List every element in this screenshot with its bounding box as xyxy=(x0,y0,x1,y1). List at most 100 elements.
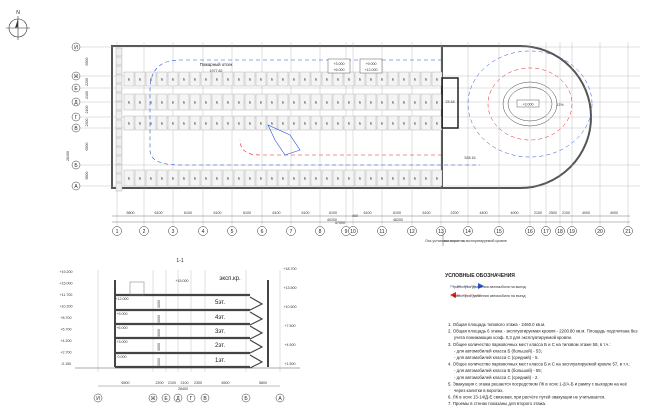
parking-stall xyxy=(189,169,201,187)
parking-stall xyxy=(145,169,157,187)
axis-marker xyxy=(286,226,296,236)
level-mark: +12.000 xyxy=(364,68,377,72)
stall-class: Б xyxy=(370,122,373,126)
parking-stall xyxy=(409,93,421,111)
stall-class: Б xyxy=(260,177,263,181)
axis-marker xyxy=(463,226,473,236)
level-mark: +6.000 xyxy=(333,68,344,72)
dim-value: 2100 xyxy=(85,106,89,114)
stall-class: Б xyxy=(260,78,263,82)
dim-value: 6100 xyxy=(214,211,222,215)
stall-class: Б xyxy=(172,177,175,181)
stall-class: Б xyxy=(337,122,340,126)
parking-stall xyxy=(299,93,311,111)
axis-label: 9 xyxy=(345,229,348,235)
parking-stall xyxy=(321,169,333,187)
stall-class: Б xyxy=(414,78,417,82)
parking-stall xyxy=(398,115,410,131)
parking-stall xyxy=(167,71,179,87)
stall-class: Б xyxy=(326,177,329,181)
parking-stall xyxy=(354,115,366,131)
stall-class: Б xyxy=(161,177,164,181)
stall-class: Б xyxy=(425,122,428,126)
stall-class: Б xyxy=(128,78,131,82)
stall-class: Б xyxy=(271,122,274,126)
axis-label: Ж xyxy=(151,396,156,402)
parking-stall xyxy=(310,71,322,87)
parking-stall xyxy=(115,173,123,183)
parking-stall xyxy=(134,93,146,111)
axis-label: А xyxy=(74,184,78,190)
stall-class: Б xyxy=(194,177,197,181)
parking-stall xyxy=(266,93,278,111)
axis-marker xyxy=(71,112,81,122)
parking-stall xyxy=(387,93,399,111)
axis-marker xyxy=(71,123,81,133)
parking-stall xyxy=(145,93,157,111)
legend-title: УСЛОВНЫЕ ОБОЗНАЧЕНИЯ xyxy=(445,273,515,279)
stall-class: Б xyxy=(150,177,153,181)
note-line: 7. Проемы в стенах показаны для второго … xyxy=(448,401,546,406)
parking-stall xyxy=(115,119,123,129)
axis-label: 19 xyxy=(569,229,575,235)
axis-label: 8 xyxy=(319,229,322,235)
axis-label: 6 xyxy=(261,229,264,235)
parking-stall xyxy=(409,115,421,131)
room-area: 528.16 xyxy=(465,156,476,160)
parking-stall xyxy=(332,93,344,111)
parking-stall xyxy=(233,71,245,87)
stall-class: Б xyxy=(293,78,296,82)
axis-marker xyxy=(348,226,358,236)
level-mark: +11.700 xyxy=(60,293,73,297)
parking-stall xyxy=(321,71,333,87)
parking-stall xyxy=(420,71,432,87)
dim-value: 5800 xyxy=(85,172,89,180)
stall-class: Б xyxy=(249,101,252,105)
note-line: 4. Общее количество парковочных мест кла… xyxy=(448,362,630,367)
parking-stall xyxy=(376,169,388,187)
parking-stall xyxy=(123,115,135,131)
stall-class: Б xyxy=(282,78,285,82)
stall-class: Б xyxy=(337,101,340,105)
stall-class: Б xyxy=(282,122,285,126)
axis-label: 16 xyxy=(527,229,533,235)
parking-stall xyxy=(299,71,311,87)
dim-value: 3000 xyxy=(157,343,161,351)
axis-label: 5 xyxy=(231,229,234,235)
parking-stall xyxy=(255,115,267,131)
parking-stall xyxy=(277,169,289,187)
stall-class: Б xyxy=(359,78,362,82)
parking-stall xyxy=(123,93,135,111)
stall-class: Б xyxy=(205,101,208,105)
parking-stall xyxy=(255,169,267,187)
dim-value: 6500 xyxy=(122,381,130,385)
dim-value: 3000 xyxy=(157,329,161,337)
dim-value: 6100 xyxy=(243,211,251,215)
axis-marker xyxy=(525,226,535,236)
stall-class: Б xyxy=(381,122,384,126)
parking-stall xyxy=(145,115,157,131)
parking-stall xyxy=(420,93,432,111)
stall-class: Б xyxy=(172,122,175,126)
note-line: 2. Общая площадь 6 этажа - эксплуатируем… xyxy=(448,329,637,334)
axis-label: 20 xyxy=(597,229,603,235)
stall-class: Б xyxy=(348,177,351,181)
stall-class: Б xyxy=(139,177,142,181)
parking-stall xyxy=(431,169,443,187)
axis-marker xyxy=(71,71,81,81)
dim-value: 3000 xyxy=(157,300,161,308)
legend-item: - траектория движения автомобиля на въез… xyxy=(451,294,527,298)
stall-class: Б xyxy=(183,101,186,105)
stall-class: Б xyxy=(227,122,230,126)
stall-class: Б xyxy=(293,101,296,105)
parking-stall xyxy=(310,115,322,131)
stall-class: Б xyxy=(161,78,164,82)
notes: 1. Общая площадь типового этажа - 2460.0… xyxy=(448,322,637,406)
parking-stall xyxy=(255,93,267,111)
parking-stall xyxy=(123,71,135,87)
parking-stall xyxy=(156,115,168,131)
note-line: 5. Эвакуация с этажа решается посредство… xyxy=(448,381,628,386)
stall-class: Б xyxy=(359,177,362,181)
stall-class: Б xyxy=(249,177,252,181)
level-mark: +13.500 xyxy=(283,286,296,290)
